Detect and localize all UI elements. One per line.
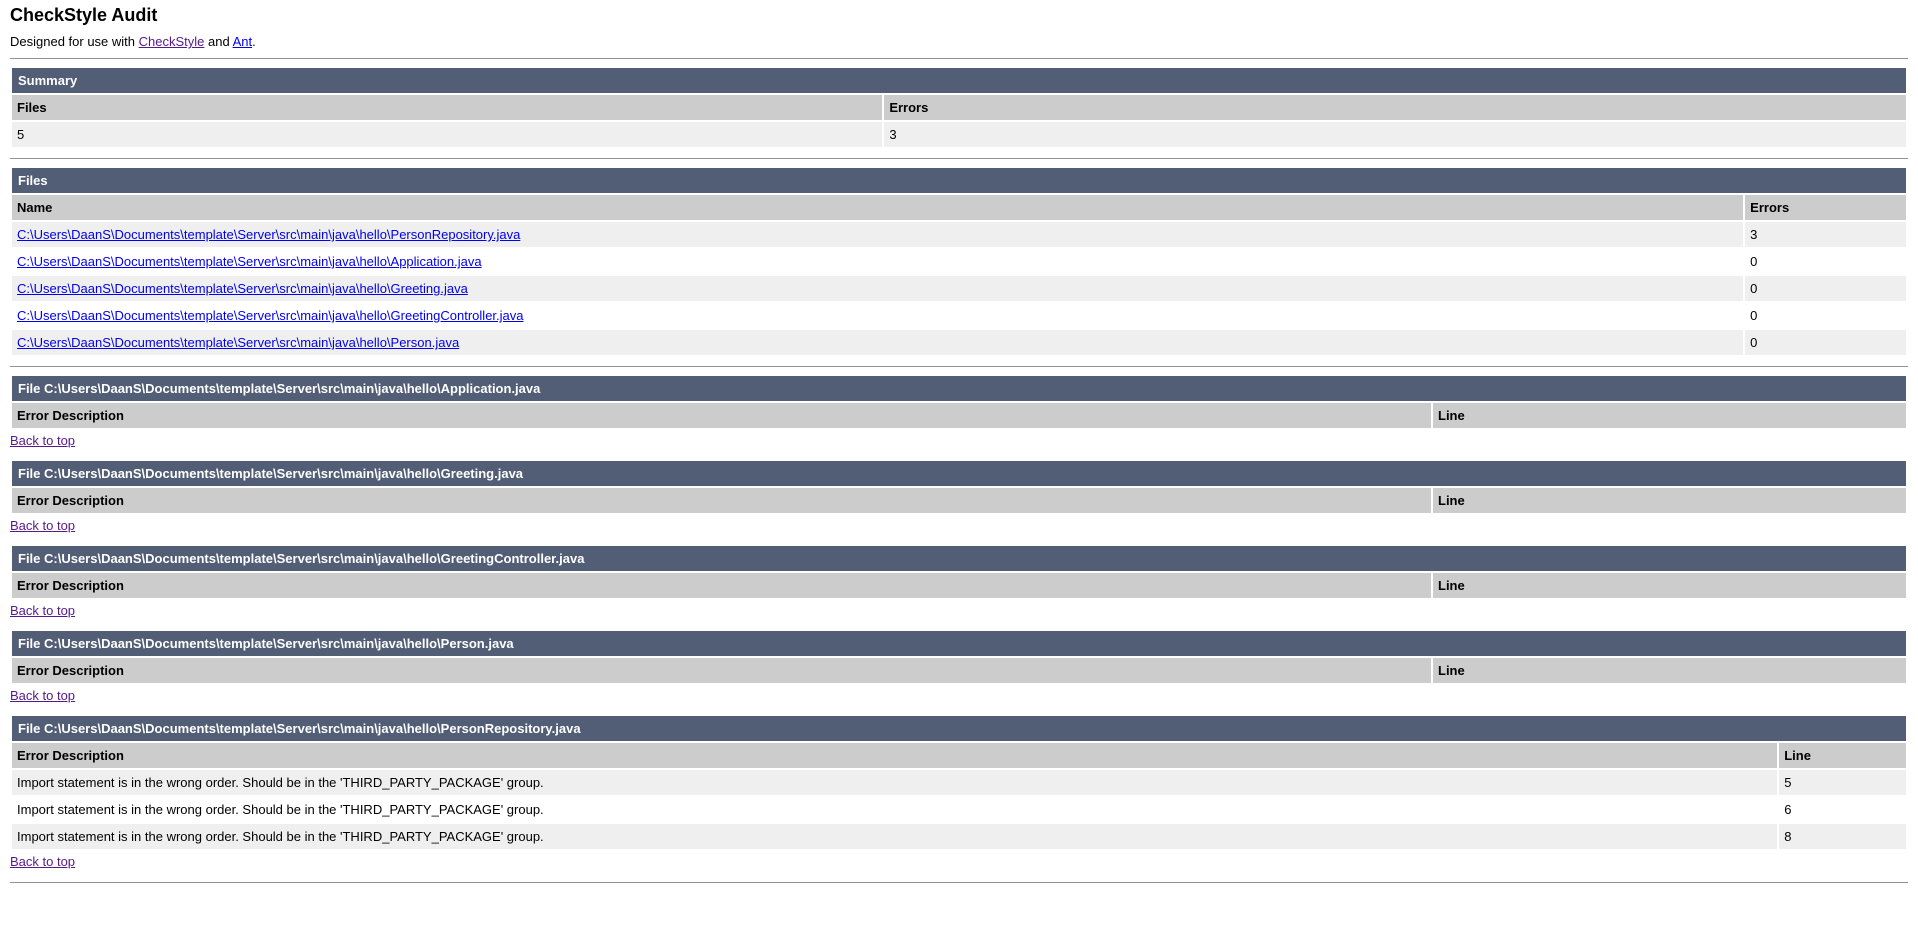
back-to-top-link[interactable]: Back to top [10,603,76,618]
table-row: C:\Users\DaanS\Documents\template\Server… [12,330,1906,355]
error-row: Import statement is in the wrong order. … [12,770,1906,795]
error-line: 8 [1779,824,1906,849]
file-section-heading-greeting: File C:\Users\DaanS\Documents\template\S… [12,461,1906,486]
subtitle-suffix-text: . [252,34,256,49]
files-column-errors: Errors [1745,195,1906,220]
header-divider [10,58,1908,59]
error-row: Import statement is in the wrong order. … [12,797,1906,822]
error-header-row: Error Description Line [12,743,1906,768]
error-line: 6 [1779,797,1906,822]
summary-table: Files Errors 5 3 [10,93,1908,149]
file-link-application[interactable]: C:\Users\DaanS\Documents\template\Server… [17,254,482,269]
file-section-heading-person: File C:\Users\DaanS\Documents\template\S… [12,631,1906,656]
summary-column-files: Files [12,95,883,120]
error-header-row: Error Description Line [12,488,1906,513]
column-error-description: Error Description [12,573,1431,598]
column-error-description: Error Description [12,403,1431,428]
file-error-count: 0 [1745,276,1906,301]
subtitle-and-text: and [204,34,233,49]
footer-divider [10,882,1908,883]
column-error-description: Error Description [12,658,1431,683]
back-to-top-link[interactable]: Back to top [10,433,76,448]
summary-files-count: 5 [12,122,883,147]
back-to-top-container: Back to top [10,688,1908,703]
page-title: CheckStyle Audit [10,5,158,25]
table-row: C:\Users\DaanS\Documents\template\Server… [12,276,1906,301]
file-section-heading-greetingcontroller: File C:\Users\DaanS\Documents\template\S… [12,546,1906,571]
summary-data-row: 5 3 [12,122,1906,147]
table-row: C:\Users\DaanS\Documents\template\Server… [12,249,1906,274]
back-to-top-container: Back to top [10,518,1908,533]
file-section-table-person: Error Description Line [10,656,1908,685]
subtitle-prefix-text: Designed for use with [10,34,139,49]
back-to-top-container: Back to top [10,854,1908,869]
summary-errors-count: 3 [884,122,1906,147]
file-section-table-personrepository: Error Description Line Import statement … [10,741,1908,851]
file-link-personrepository[interactable]: C:\Users\DaanS\Documents\template\Server… [17,227,521,242]
file-error-count: 3 [1745,222,1906,247]
files-section-heading: Files [12,168,1906,193]
error-description: Import statement is in the wrong order. … [12,824,1778,849]
error-header-row: Error Description Line [12,573,1906,598]
file-error-count: 0 [1745,303,1906,328]
column-line: Line [1433,488,1906,513]
error-header-row: Error Description Line [12,658,1906,683]
table-row: C:\Users\DaanS\Documents\template\Server… [12,303,1906,328]
error-description: Import statement is in the wrong order. … [12,770,1778,795]
back-to-top-link[interactable]: Back to top [10,688,76,703]
file-section-table-greeting: Error Description Line [10,486,1908,515]
file-section-table-greetingcontroller: Error Description Line [10,571,1908,600]
error-description: Import statement is in the wrong order. … [12,797,1778,822]
file-section-heading-personrepository: File C:\Users\DaanS\Documents\template\S… [12,716,1906,741]
back-to-top-container: Back to top [10,603,1908,618]
back-to-top-link[interactable]: Back to top [10,854,76,869]
summary-divider [10,158,1908,159]
file-link-person[interactable]: C:\Users\DaanS\Documents\template\Server… [17,335,460,350]
file-error-count: 0 [1745,330,1906,355]
checkstyle-link[interactable]: CheckStyle [138,34,205,49]
column-line: Line [1779,743,1906,768]
summary-section-heading: Summary [12,68,1906,93]
files-table: Name Errors C:\Users\DaanS\Documents\tem… [10,193,1908,357]
table-row: C:\Users\DaanS\Documents\template\Server… [12,222,1906,247]
ant-link[interactable]: Ant [232,34,253,49]
error-header-row: Error Description Line [12,403,1906,428]
file-link-greetingcontroller[interactable]: C:\Users\DaanS\Documents\template\Server… [17,308,524,323]
error-line: 5 [1779,770,1906,795]
column-line: Line [1433,658,1906,683]
files-header-row: Name Errors [12,195,1906,220]
back-to-top-container: Back to top [10,433,1908,448]
file-error-count: 0 [1745,249,1906,274]
files-divider [10,366,1908,367]
file-link-greeting[interactable]: C:\Users\DaanS\Documents\template\Server… [17,281,468,296]
summary-header-row: Files Errors [12,95,1906,120]
error-row: Import statement is in the wrong order. … [12,824,1906,849]
files-column-name: Name [12,195,1744,220]
checkstyle-report-page: CheckStyle Audit Designed for use with C… [10,5,1908,883]
column-error-description: Error Description [12,488,1431,513]
back-to-top-link[interactable]: Back to top [10,518,76,533]
column-line: Line [1433,403,1906,428]
column-error-description: Error Description [12,743,1778,768]
file-section-table-application: Error Description Line [10,401,1908,430]
subtitle: Designed for use with CheckStyle and Ant… [10,34,1908,49]
summary-column-errors: Errors [884,95,1906,120]
column-line: Line [1433,573,1906,598]
file-section-heading-application: File C:\Users\DaanS\Documents\template\S… [12,376,1906,401]
